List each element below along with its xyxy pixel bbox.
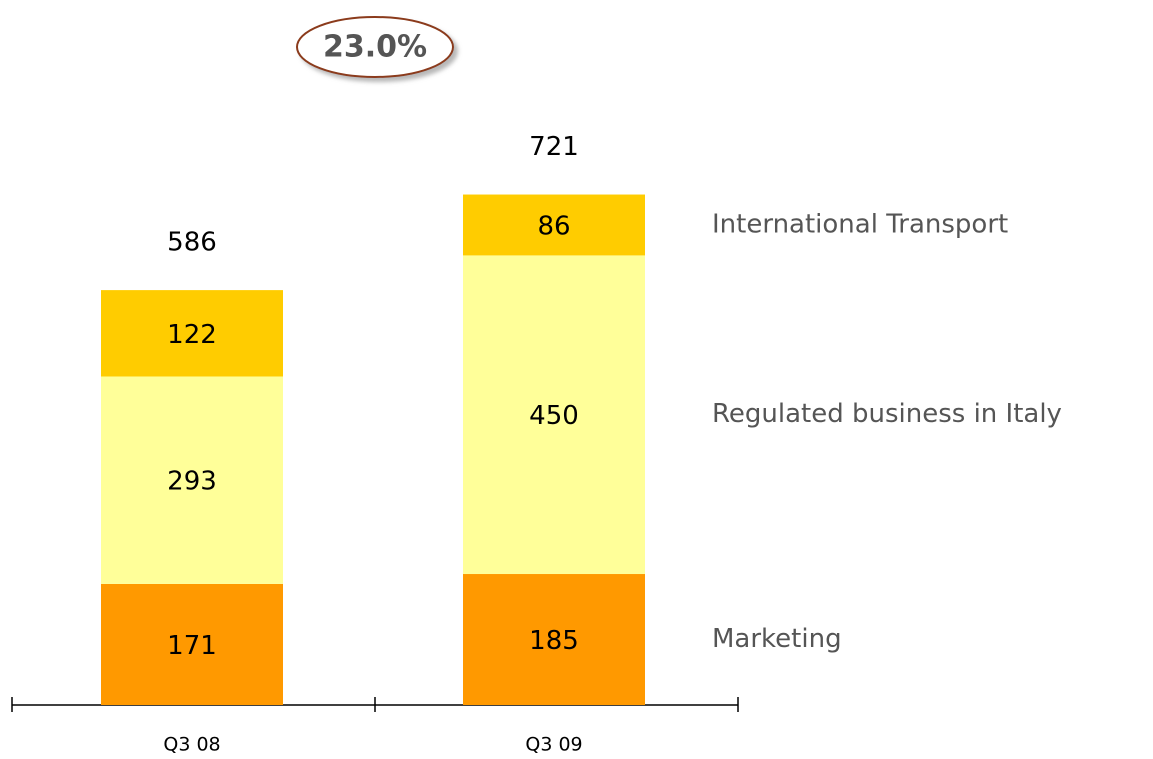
annotation: 23.0% [323,30,427,65]
legend-label: Regulated business in Italy [712,399,1062,429]
segment-label: 171 [167,631,217,661]
bar-segment [101,376,283,584]
segment-label: 293 [167,467,217,497]
bar-segment [101,290,283,377]
bar-segment [101,583,283,705]
bar-segment [463,194,645,256]
segment-label: 122 [167,320,217,350]
segment-label: 185 [529,626,579,656]
segment-label: 450 [529,401,579,431]
segment-label: 86 [537,211,570,241]
bar-segment [463,255,645,575]
legend-label: Marketing [712,624,842,654]
x-tick-label: Q3 08 [163,734,220,756]
bar-segment [463,574,645,705]
x-tick-label: Q3 09 [525,734,582,756]
annotation-ellipse [296,16,454,78]
total-label: 721 [529,132,579,162]
total-label: 586 [167,228,217,258]
legend-label: International Transport [712,209,1008,239]
